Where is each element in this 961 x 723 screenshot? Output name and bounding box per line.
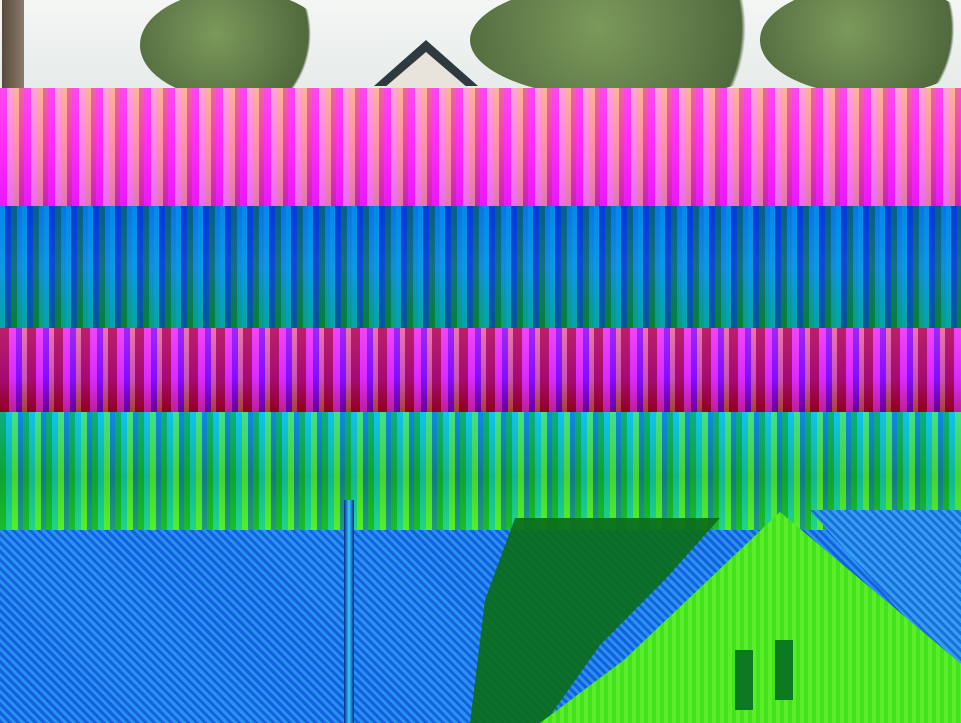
tree-foliage-far-right [760, 0, 961, 95]
glitch-band-pink [0, 88, 961, 206]
fence-post [344, 500, 354, 723]
house-gable [384, 52, 468, 88]
tree-foliage-left [140, 0, 330, 100]
glitch-band-magenta [0, 328, 961, 412]
glitch-band-green [0, 412, 961, 530]
step-marker [735, 650, 753, 710]
tree-foliage-right [470, 0, 790, 100]
tree-trunk [2, 0, 24, 96]
step-marker [775, 640, 793, 700]
glitch-band-blue [0, 206, 961, 328]
